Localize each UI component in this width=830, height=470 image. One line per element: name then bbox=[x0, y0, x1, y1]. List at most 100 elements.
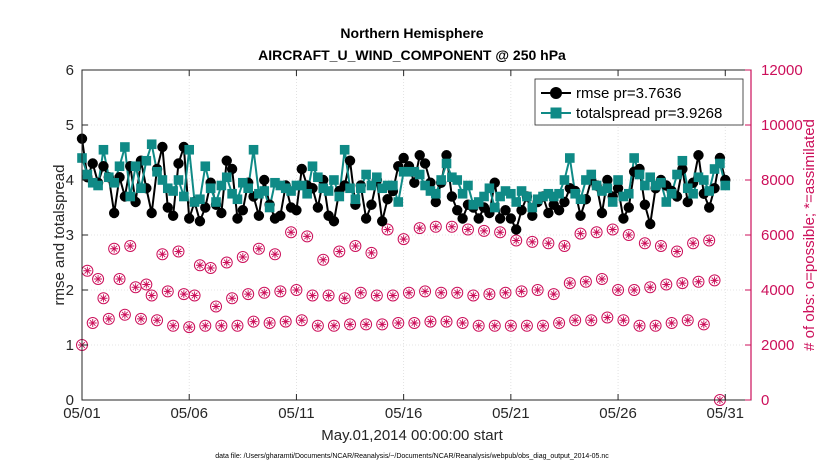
spread-point bbox=[640, 180, 650, 191]
obs-assimilated-marker bbox=[415, 224, 424, 233]
obs-point bbox=[628, 284, 641, 296]
obs-point bbox=[494, 226, 507, 239]
obs-assimilated-marker bbox=[212, 302, 221, 311]
spread-point bbox=[318, 183, 329, 194]
obs-assimilated-marker bbox=[646, 283, 655, 292]
chart-subtitle: AIRCRAFT_U_WIND_COMPONENT @ 250 hPa bbox=[258, 47, 566, 63]
spread-point bbox=[393, 197, 404, 207]
spread-point bbox=[264, 202, 275, 213]
spread-point bbox=[575, 194, 586, 205]
rmse-point bbox=[409, 177, 420, 188]
rmse-point bbox=[639, 199, 651, 210]
obs-point bbox=[451, 286, 464, 299]
spread-point bbox=[98, 144, 109, 155]
obs-point bbox=[510, 234, 523, 247]
y2-tick-label: 8000 bbox=[761, 172, 794, 189]
spread-point bbox=[189, 197, 200, 207]
obs-assimilated-marker bbox=[303, 232, 312, 241]
obs-assimilated-marker bbox=[619, 316, 628, 325]
obs-assimilated-marker bbox=[222, 258, 231, 267]
obs-possible-marker bbox=[697, 318, 710, 331]
spread-point bbox=[141, 155, 152, 166]
obs-possible-marker bbox=[488, 319, 501, 332]
obs-possible-marker bbox=[478, 224, 491, 237]
rmse-point bbox=[414, 150, 425, 161]
obs-possible-marker bbox=[386, 289, 399, 302]
y-tick-label: 3 bbox=[66, 227, 74, 244]
chart-title: Northern Hemisphere bbox=[340, 25, 483, 41]
obs-possible-marker bbox=[424, 315, 437, 328]
obs-assimilated-marker bbox=[678, 279, 687, 288]
spread-point bbox=[254, 188, 264, 199]
legend-spread-label: totalspread pr=3.9268 bbox=[576, 105, 722, 122]
y2-tick-label: 0 bbox=[761, 392, 769, 409]
obs-assimilated-marker bbox=[335, 247, 344, 256]
obs-possible-marker bbox=[252, 242, 265, 255]
obs-point bbox=[697, 318, 710, 331]
obs-assimilated-marker bbox=[383, 225, 392, 234]
rmse-point bbox=[360, 213, 372, 224]
obs-point bbox=[402, 286, 415, 299]
spread-point bbox=[709, 164, 720, 174]
obs-assimilated-marker bbox=[522, 321, 531, 330]
spread-point bbox=[629, 153, 639, 163]
obs-assimilated-marker bbox=[190, 291, 199, 300]
obs-possible-marker bbox=[402, 286, 415, 299]
obs-possible-marker bbox=[429, 220, 442, 233]
spread-point bbox=[420, 180, 430, 191]
obs-point bbox=[703, 234, 716, 247]
spread-point bbox=[382, 180, 393, 191]
obs-possible-marker bbox=[606, 223, 619, 236]
obs-assimilated-marker bbox=[394, 319, 403, 327]
rmse-point bbox=[157, 141, 168, 153]
obs-assimilated-marker bbox=[195, 261, 204, 270]
obs-possible-marker bbox=[537, 319, 550, 332]
obs-point bbox=[322, 289, 335, 302]
obs-assimilated-marker bbox=[163, 287, 172, 296]
spread-point bbox=[554, 188, 564, 199]
spread-point bbox=[500, 186, 511, 196]
obs-possible-marker bbox=[612, 284, 625, 296]
obs-point bbox=[392, 317, 405, 329]
spread-point bbox=[656, 177, 666, 188]
spread-point bbox=[238, 177, 248, 188]
spread-point bbox=[522, 191, 532, 202]
spread-point bbox=[168, 186, 178, 196]
obs-possible-marker bbox=[392, 317, 405, 329]
obs-possible-marker bbox=[156, 248, 169, 261]
obs-possible-marker bbox=[638, 237, 651, 250]
spread-point bbox=[270, 177, 280, 188]
rmse-point bbox=[366, 199, 377, 210]
obs-point bbox=[676, 277, 689, 290]
spread-point bbox=[704, 186, 714, 196]
y2-tick-label: 10000 bbox=[761, 117, 803, 134]
obs-assimilated-marker bbox=[297, 316, 306, 325]
x-tick-label: 05/11 bbox=[278, 405, 314, 422]
y-axis-label: rmse and totalspread bbox=[51, 165, 68, 306]
spread-point bbox=[479, 191, 489, 202]
obs-possible-marker bbox=[86, 317, 99, 329]
obs-point bbox=[295, 314, 308, 327]
legend-rmse-marker bbox=[550, 87, 562, 99]
obs-assimilated-marker bbox=[281, 317, 290, 326]
obs-assimilated-marker bbox=[346, 320, 355, 329]
rmse-point bbox=[291, 205, 302, 216]
y2-tick-label: 6000 bbox=[761, 227, 794, 244]
obs-assimilated-marker bbox=[592, 228, 601, 237]
obs-point bbox=[654, 240, 667, 252]
obs-possible-marker bbox=[285, 226, 298, 239]
rmse-point bbox=[146, 207, 157, 219]
obs-possible-marker bbox=[547, 288, 560, 301]
obs-point bbox=[134, 312, 147, 325]
obs-assimilated-marker bbox=[683, 316, 692, 325]
rmse-point bbox=[194, 216, 206, 227]
obs-possible-marker bbox=[102, 312, 115, 325]
obs-point bbox=[220, 256, 233, 269]
obs-point bbox=[649, 319, 662, 332]
obs-point bbox=[113, 273, 126, 285]
obs-assimilated-marker bbox=[238, 253, 247, 261]
obs-point bbox=[440, 315, 453, 328]
obs-assimilated-marker bbox=[329, 321, 338, 330]
spread-point bbox=[436, 175, 446, 185]
obs-point bbox=[118, 308, 131, 321]
